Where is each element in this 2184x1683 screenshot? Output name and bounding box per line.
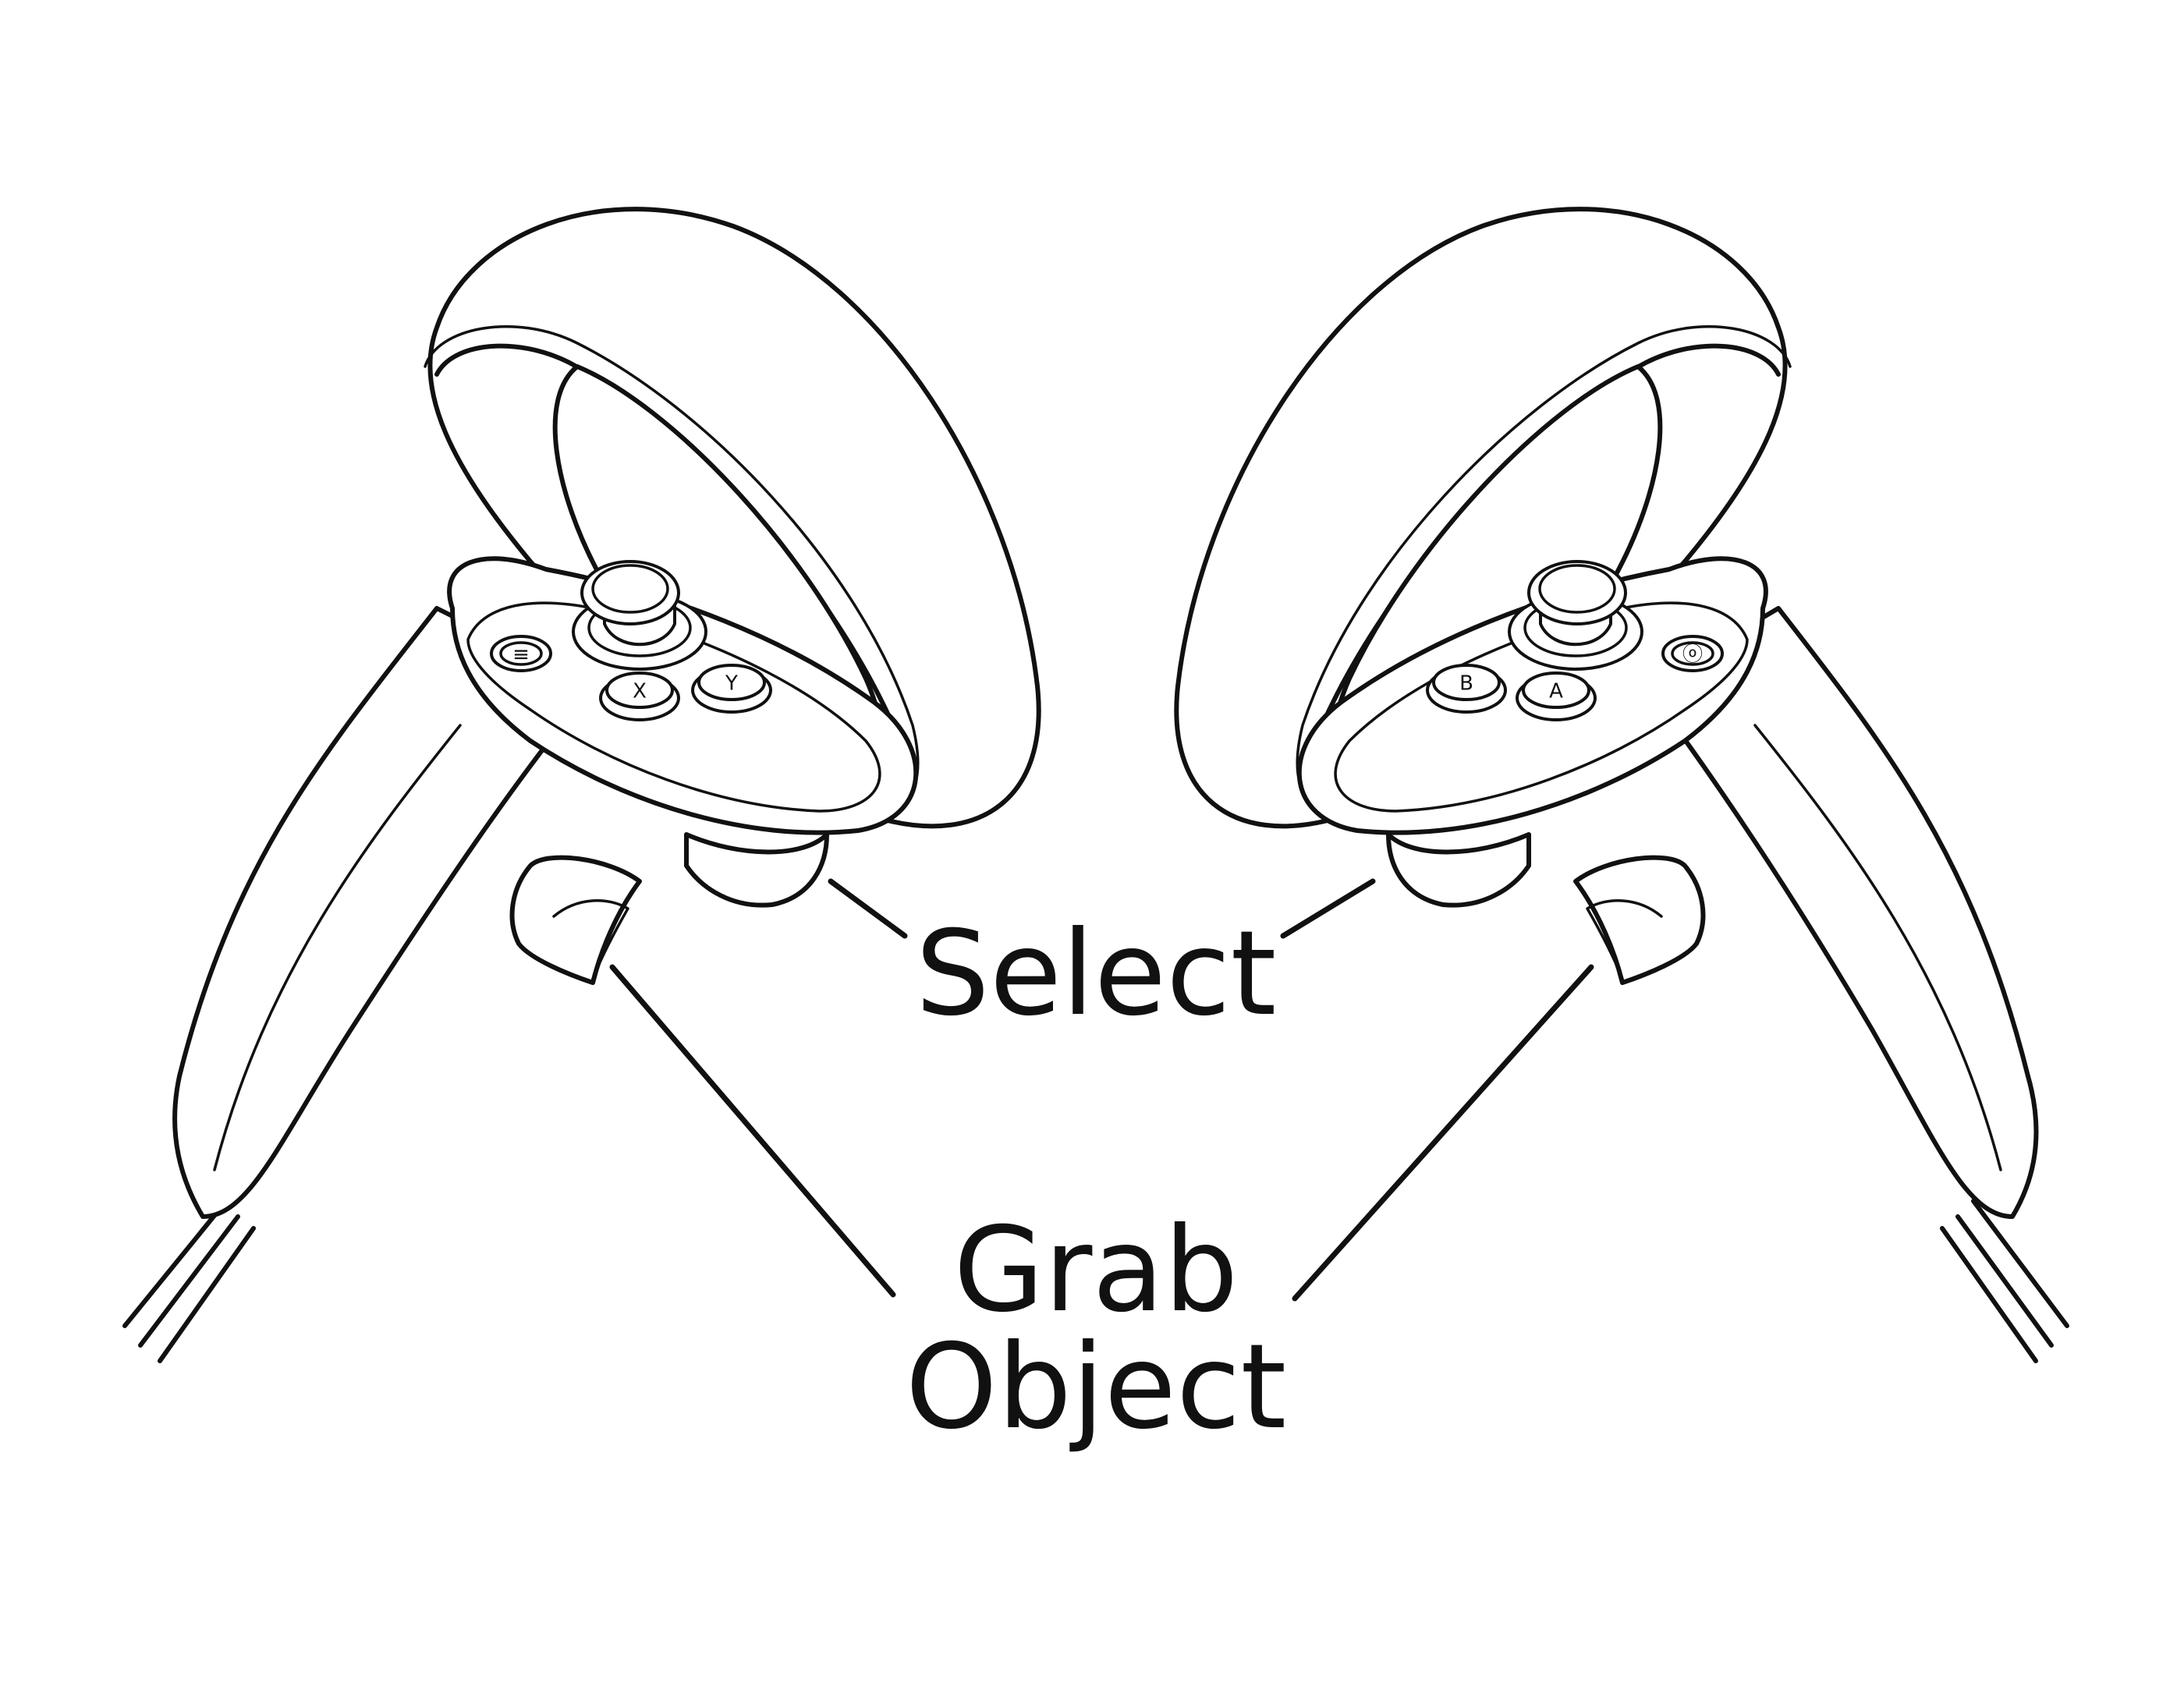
grab-leader-right	[1292, 964, 1594, 1302]
left-thumbstick[interactable]	[572, 560, 707, 671]
grab-label-line2: Object	[906, 1320, 1287, 1455]
grab-leader-left	[609, 964, 896, 1298]
callout-leader-lines	[609, 878, 1594, 1302]
menu-icon: ≡	[512, 643, 530, 667]
left-grab-trigger[interactable]	[509, 855, 642, 985]
b-button-label: B	[1459, 672, 1473, 696]
right-cable	[1940, 1199, 2069, 1363]
right-b-button[interactable]: B	[1426, 664, 1507, 714]
oculus-icon: ⓞ	[1682, 643, 1703, 667]
select-leader-right	[1280, 878, 1376, 939]
y-button-label: Y	[725, 672, 738, 696]
left-controller: ≡ X Y	[122, 207, 1041, 1363]
right-thumbstick[interactable]	[1508, 560, 1643, 671]
left-y-button[interactable]: Y	[691, 664, 772, 714]
grab-label-line1: Grab	[953, 1203, 1238, 1338]
a-button-label: A	[1549, 680, 1563, 703]
select-leader-left	[828, 878, 908, 939]
select-label: Select	[916, 906, 1277, 1042]
right-grab-trigger[interactable]	[1573, 855, 1706, 985]
left-menu-button[interactable]: ≡	[490, 635, 552, 672]
left-x-button[interactable]: X	[599, 671, 680, 721]
right-a-button[interactable]: A	[1516, 671, 1597, 721]
left-cable	[122, 1199, 256, 1363]
right-select-trigger[interactable]	[1386, 832, 1531, 908]
right-system-button[interactable]: ⓞ	[1661, 635, 1724, 672]
x-button-label: X	[633, 680, 647, 703]
left-select-trigger[interactable]	[684, 832, 829, 908]
right-handle	[1643, 606, 2039, 1219]
left-face-plate	[447, 556, 919, 835]
right-controller: ⓞ B A	[1174, 207, 2069, 1363]
left-handle	[172, 606, 595, 1219]
